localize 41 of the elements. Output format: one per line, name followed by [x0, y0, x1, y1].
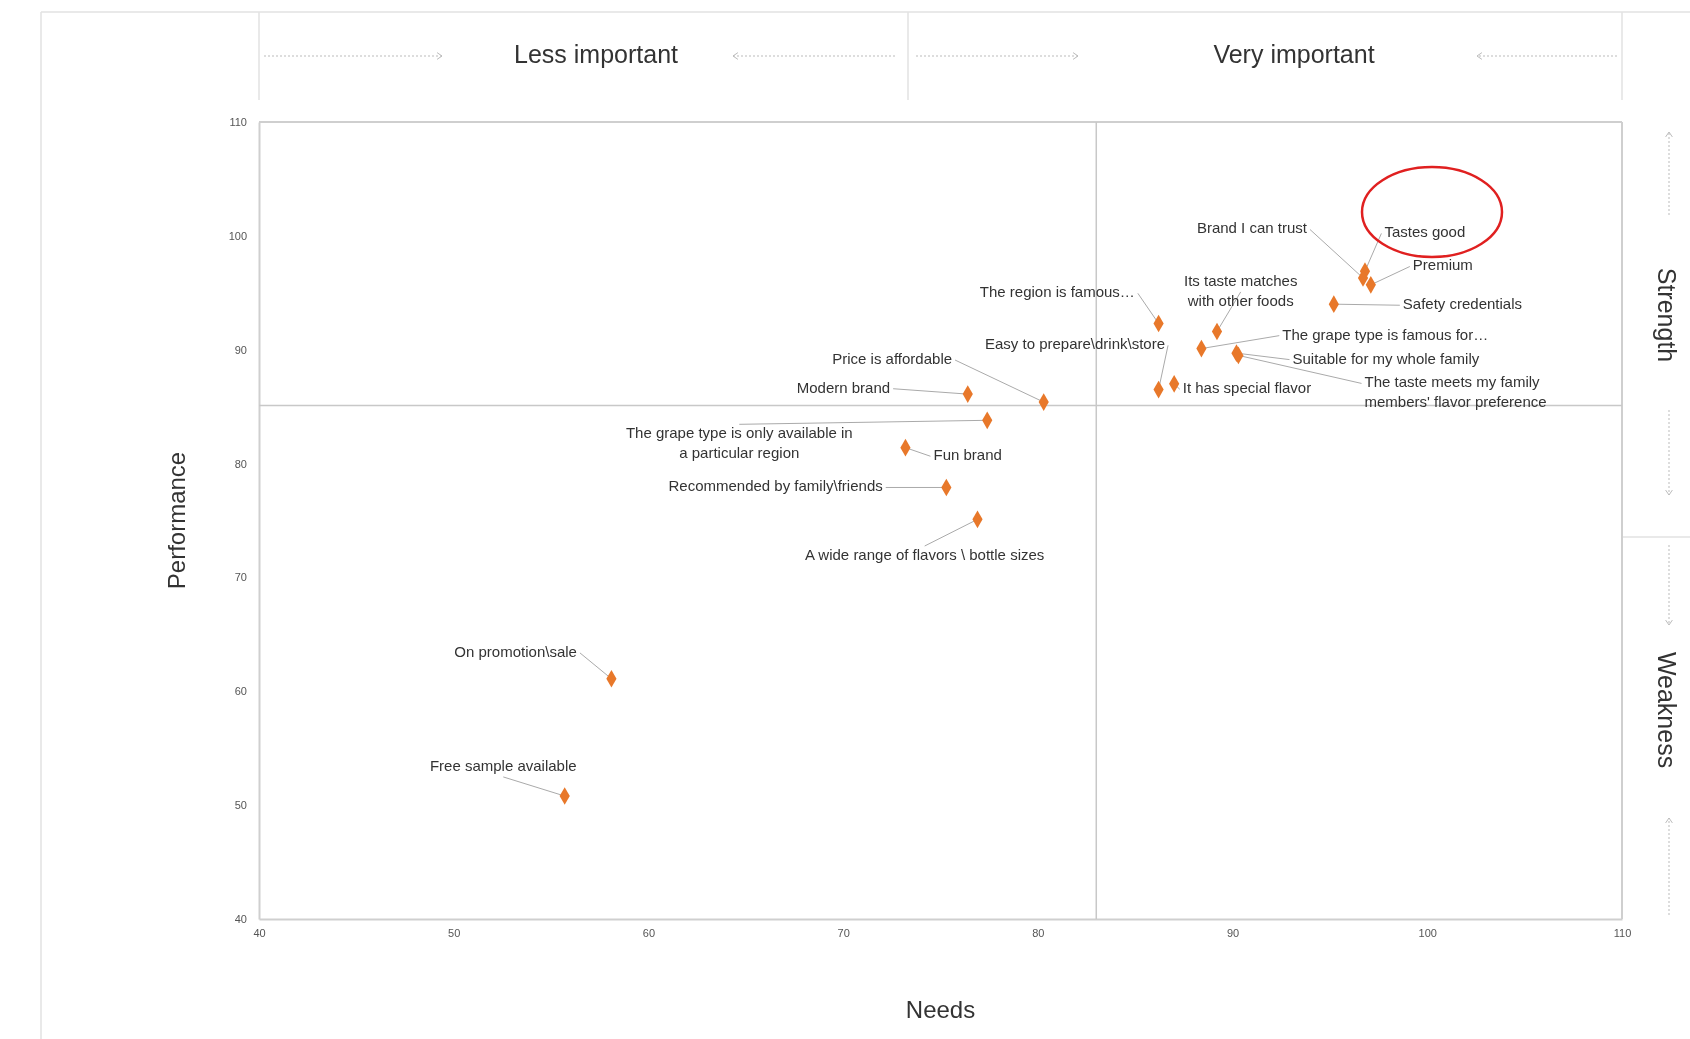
- annotation: Its taste matches with other foods: [1184, 271, 1298, 309]
- text: Strength: [1653, 267, 1682, 363]
- y-tick-label: 100: [228, 229, 247, 242]
- annotation: Brand I can trust: [1196, 219, 1308, 237]
- x-axis-title: Needs: [905, 996, 976, 1023]
- annotation: Modern brand: [796, 378, 891, 396]
- text: Very important: [1213, 39, 1375, 68]
- annotation: Premium: [1412, 256, 1473, 274]
- annotation: It has special flavor: [1182, 379, 1312, 397]
- annotation: Recommended by family\friends: [668, 477, 883, 495]
- annotation: Safety credentials: [1402, 295, 1523, 313]
- annotation: The region is famous…: [979, 283, 1135, 301]
- text: Less important: [514, 39, 679, 68]
- annotation: A wide range of flavors \ bottle sizes: [805, 545, 1045, 563]
- x-tick-label: 50: [448, 926, 461, 939]
- annotation: The grape type is only available in a particular region: [625, 424, 853, 462]
- x-tick-label: 60: [642, 926, 656, 939]
- annotation: Price is affordable: [832, 350, 953, 368]
- annotation: The taste meets my family members' flavor preference: [1364, 373, 1547, 411]
- y-tick-label: 80: [234, 457, 247, 470]
- y-tick-label: 90: [234, 343, 247, 356]
- annotation: Suitable for my whole family: [1292, 349, 1480, 367]
- y-tick-label: 50: [234, 799, 247, 812]
- annotation: Fun brand: [933, 446, 1002, 464]
- x-tick-label: 110: [1613, 926, 1632, 939]
- y-tick-label: 110: [229, 116, 247, 129]
- y-axis-title: Performance: [163, 451, 190, 590]
- annotation: The grape type is famous for…: [1282, 325, 1489, 343]
- annotation: Free sample available: [429, 756, 577, 774]
- x-tick-label: 70: [837, 926, 850, 939]
- x-tick-label: 90: [1226, 926, 1240, 939]
- x-tick-label: 100: [1418, 926, 1437, 939]
- annotation: Easy to prepare\drink\store: [984, 335, 1166, 353]
- x-tick-label: 40: [253, 926, 266, 939]
- text: Weakness: [1653, 651, 1682, 769]
- y-tick-label: 60: [234, 685, 247, 698]
- x-tick-label: 80: [1032, 926, 1045, 939]
- annotation: On promotion\sale: [454, 642, 577, 660]
- y-tick-label: 70: [234, 571, 247, 584]
- y-tick-label: 40: [234, 913, 247, 926]
- annotation: Tastes good: [1384, 223, 1466, 241]
